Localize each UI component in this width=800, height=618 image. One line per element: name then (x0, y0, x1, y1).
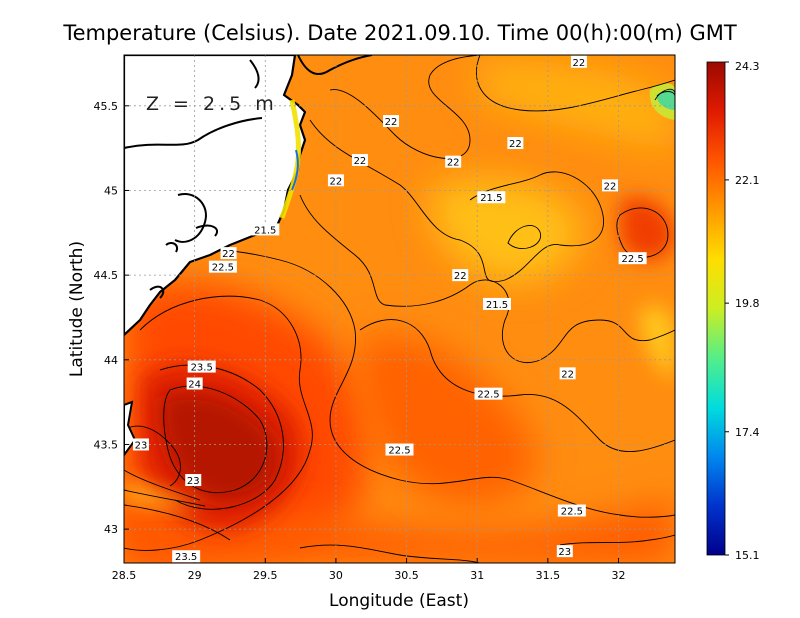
contour-label: 23 (132, 438, 149, 451)
depth-label: Z = 2.5 m (146, 93, 278, 115)
contour-label-text: 21.5 (254, 225, 276, 236)
temperature-field (124, 60, 675, 563)
contour-label: 23.5 (187, 360, 216, 374)
contour-labels: 22 22 22 22 22 22 22 21.5 21.5 22 22.5 22.5 22 21.5 23… (132, 55, 647, 563)
contour-label: 23 (185, 474, 202, 487)
contour-label-text: 22 (454, 271, 467, 282)
contour-label-text: 22 (447, 158, 460, 169)
contour-label-text: 22 (354, 156, 367, 167)
contour-label: 22 (570, 55, 587, 69)
land-mass-south (124, 400, 137, 457)
contour-label: 21.5 (482, 297, 511, 311)
plot-border (123, 54, 676, 564)
contour-label-text: 22.5 (561, 507, 583, 518)
coastal-cold-strip (291, 149, 299, 191)
contour-label: 22.5 (557, 504, 586, 518)
contour-label-text: 22 (509, 139, 522, 150)
contour-label: 22.5 (208, 260, 237, 274)
contour-label: 22.5 (474, 387, 503, 401)
contour-label: 21.5 (477, 191, 506, 204)
contour-label: 22 (452, 269, 469, 282)
contour-label: 22 (383, 115, 400, 128)
chart-title: Temperature (Celsius). Date 2021.09.10. … (62, 21, 737, 45)
contour-label-text: 22.5 (477, 390, 499, 401)
colorbar-tick-label: 22.1 (735, 174, 760, 187)
y-axis-label: Latitude (North) (67, 241, 87, 377)
contour-label-text: 21.5 (486, 300, 508, 311)
y-tick-label: 45 (104, 184, 118, 197)
y-tick-label: 43.5 (94, 438, 119, 451)
contour-label: 22 (351, 153, 368, 167)
contour-label-text: 23 (135, 440, 148, 451)
x-tick-label: 31.5 (536, 569, 561, 582)
contour-label: 22 (327, 174, 344, 187)
contour-label-text: 22.5 (212, 263, 234, 274)
y-axis: 43 43.5 44 44.5 45 45.5 (94, 100, 129, 536)
contour-label-text: 22 (604, 181, 617, 192)
contour-label-text: 23.5 (175, 552, 197, 563)
x-tick-label: 31 (470, 569, 484, 582)
colorbar (706, 61, 726, 556)
contour-label-text: 22 (330, 176, 343, 187)
x-tick-label: 32 (611, 569, 625, 582)
y-tick-label: 44.5 (94, 269, 119, 282)
contour-label-text: 21.5 (480, 193, 502, 204)
plot-field (124, 55, 675, 563)
contour-label-text: 22 (573, 58, 586, 69)
y-tick-label: 44 (104, 354, 118, 367)
x-axis: 28.5 29 29.5 30 30.5 31 31.5 32 (112, 558, 625, 582)
contour-label-text: 23.5 (191, 363, 213, 374)
contour-label: 22.5 (385, 443, 414, 457)
coastline-lakes (124, 55, 373, 299)
contour-label: 22 (507, 137, 524, 150)
x-tick-label: 28.5 (112, 569, 137, 582)
contour-label: 23 (556, 545, 573, 558)
colorbar-tick-label: 19.8 (735, 297, 760, 310)
contour-label: 22 (220, 247, 237, 260)
x-axis-label: Longitude (East) (329, 591, 469, 611)
contour-label-text: 22 (385, 117, 398, 128)
x-tick-label: 30 (329, 569, 343, 582)
x-tick-label: 29.5 (253, 569, 278, 582)
contour-label: 22 (445, 155, 462, 169)
contour-lines (124, 55, 675, 563)
colorbar-tick-label: 17.4 (735, 426, 760, 439)
contour-label-text: 22 (222, 249, 235, 260)
contour-label-text: 24 (188, 380, 201, 391)
contour-label-text: 23 (187, 476, 200, 487)
contour-label: 22 (559, 367, 576, 380)
colorbar-tick-label: 24.3 (735, 60, 760, 73)
colorbar-tick-label: 15.1 (735, 549, 760, 562)
contour-label-text: 22 (561, 369, 574, 380)
x-tick-label: 29 (188, 569, 202, 582)
contour-label: 23.5 (172, 550, 201, 563)
y-tick-label: 45.5 (94, 100, 119, 113)
contour-label: 24 (186, 377, 203, 391)
contour-label: 21.5 (251, 223, 280, 236)
y-tick-label: 43 (104, 523, 118, 536)
colorbar-ticks: 24.3 22.1 19.8 17.4 15.1 (725, 60, 760, 562)
contour-label-text: 22.5 (621, 254, 643, 265)
contour-label-text: 23 (558, 547, 571, 558)
contour-label: 22.5 (618, 252, 647, 265)
x-tick-label: 30.5 (394, 569, 419, 582)
contour-label: 22 (602, 179, 619, 192)
contour-label-text: 22.5 (388, 446, 410, 457)
